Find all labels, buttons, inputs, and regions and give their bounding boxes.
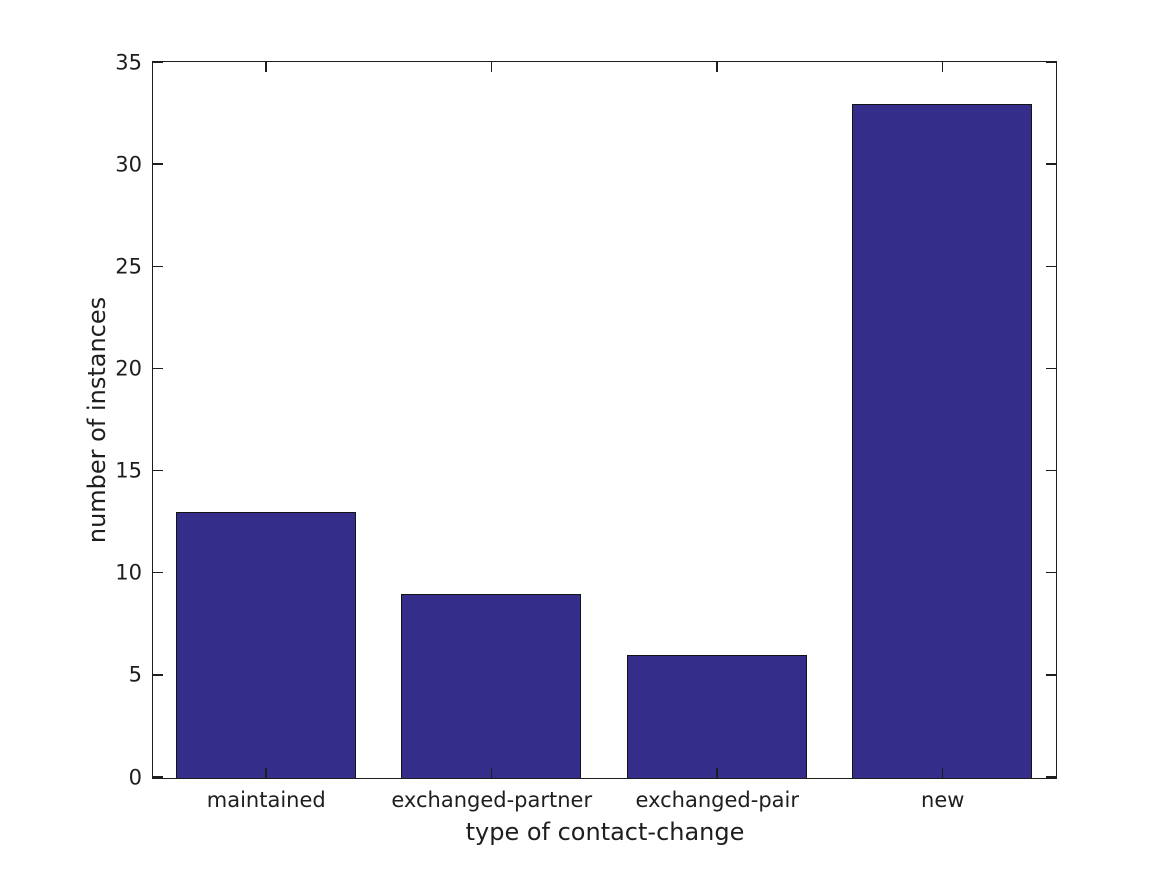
bar-exchanged-partner (401, 594, 582, 778)
x-tick-top-new (941, 62, 943, 72)
y-tick-right-35 (1046, 61, 1056, 63)
x-axis-label: type of contact-change (465, 818, 745, 846)
y-tick-right-5 (1046, 674, 1056, 676)
bar-exchanged-pair (626, 655, 807, 778)
x-tick-label-exchanged-pair: exchanged-pair (635, 788, 799, 812)
y-tick-left-25 (153, 265, 163, 268)
x-tick-top-maintained (265, 62, 267, 72)
y-tick-left-10 (153, 571, 163, 574)
x-tick-top-exchanged-partner (490, 62, 492, 72)
bar-new (852, 103, 1033, 778)
y-tick-right-30 (1046, 163, 1056, 165)
x-tick-label-maintained: maintained (206, 788, 326, 812)
y-tick-left-30 (153, 163, 163, 165)
x-tick-label-exchanged-partner: exchanged-partner (391, 788, 593, 812)
x-tick-top-exchanged-pair (716, 62, 718, 72)
x-tick-bottom-exchanged-pair (716, 768, 718, 778)
y-tick-left-35 (153, 61, 163, 63)
y-tick-label-30: 30 (115, 152, 142, 177)
y-tick-label-0: 0 (128, 765, 142, 789)
y-tick-label-5: 5 (128, 662, 142, 687)
y-tick-left-5 (153, 674, 163, 676)
y-tick-label-10: 10 (115, 560, 142, 585)
y-tick-right-10 (1046, 571, 1056, 574)
x-tick-bottom-exchanged-partner (490, 768, 492, 778)
y-axis-label: number of instances (83, 296, 111, 544)
y-tick-left-20 (153, 367, 163, 370)
y-tick-right-20 (1046, 367, 1056, 370)
x-tick-label-new: new (921, 788, 965, 812)
y-tick-right-15 (1046, 469, 1056, 472)
plot-area (152, 61, 1057, 779)
y-tick-label-20: 20 (115, 356, 142, 381)
y-tick-label-15: 15 (115, 458, 142, 483)
bar-maintained (175, 512, 356, 778)
x-tick-bottom-maintained (265, 768, 267, 778)
y-tick-left-0 (153, 776, 163, 778)
y-tick-right-25 (1046, 265, 1056, 268)
y-tick-label-35: 35 (115, 50, 142, 74)
x-tick-bottom-new (941, 768, 943, 778)
y-tick-left-15 (153, 469, 163, 472)
y-tick-label-25: 25 (115, 254, 142, 279)
y-tick-right-0 (1046, 776, 1056, 778)
